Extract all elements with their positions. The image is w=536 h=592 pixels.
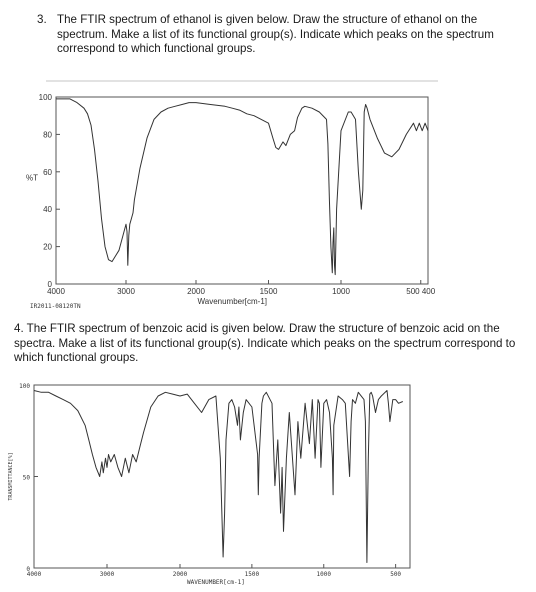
y-tick-label: 50 — [23, 475, 31, 482]
spectrum-line — [33, 390, 403, 563]
x-tick-label: 500 400 — [406, 287, 435, 296]
x-tick-label: 3000 — [117, 287, 135, 296]
plot-frame — [55, 96, 429, 285]
x-axis-label: Wavenumber[cm-1] — [198, 297, 268, 306]
question-3-text: The FTIR spectrum of ethanol is given be… — [57, 13, 494, 56]
question-3-number: 3. — [37, 13, 47, 26]
y-tick-label: 0 — [26, 566, 30, 573]
chart-footer: IR2011-08120TN — [30, 303, 81, 310]
y-axis-label: TRANSMITTANCE[%] — [8, 452, 14, 500]
x-tick-label: 1500 — [245, 571, 260, 578]
y-tick-label: 0 — [48, 280, 53, 289]
spectrum-line — [56, 98, 429, 276]
x-tick-label: 2000 — [173, 571, 188, 578]
x-tick-label: 2000 — [187, 287, 205, 296]
x-tick-label: 3000 — [100, 571, 115, 578]
y-tick-label: 80 — [43, 130, 52, 139]
x-tick-label: 1000 — [332, 287, 350, 296]
y-tick-label: 100 — [19, 383, 30, 390]
y-tick-label: 60 — [43, 168, 52, 177]
plot-frame — [33, 384, 411, 569]
divider — [46, 80, 438, 82]
x-tick-label: 4000 — [27, 571, 42, 578]
x-tick-label: 500 — [390, 571, 401, 578]
x-tick-label: 1500 — [260, 287, 278, 296]
question-4-text: 4. The FTIR spectrum of benzoic acid is … — [14, 322, 516, 365]
y-tick-label: 40 — [43, 205, 52, 214]
x-axis-label: WAVENUMBER[cm-1] — [187, 579, 245, 586]
x-tick-label: 4000 — [47, 287, 65, 296]
y-tick-label: 20 — [43, 243, 52, 252]
y-tick-label: 100 — [39, 93, 53, 102]
x-tick-label: 1000 — [317, 571, 332, 578]
y-axis-label: %T — [26, 174, 38, 183]
